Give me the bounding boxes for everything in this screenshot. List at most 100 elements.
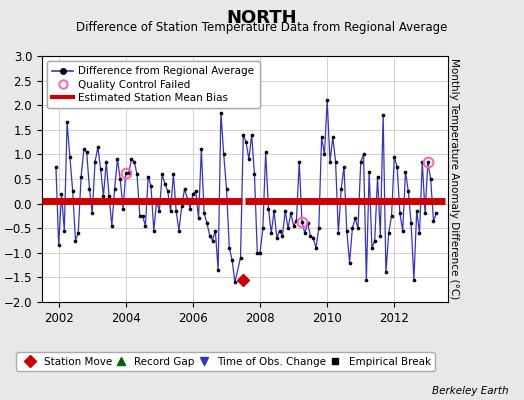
- Point: [147, 183, 155, 190]
- Point: [77, 173, 85, 180]
- Point: [298, 219, 306, 226]
- Point: [225, 245, 234, 251]
- Point: [66, 154, 74, 160]
- Point: [119, 205, 127, 212]
- Point: [236, 254, 245, 261]
- Point: [211, 228, 220, 234]
- Point: [205, 232, 214, 239]
- Point: [373, 173, 381, 180]
- Point: [289, 222, 298, 229]
- Point: [287, 210, 295, 217]
- Point: [365, 168, 373, 175]
- Point: [71, 237, 80, 244]
- Point: [340, 164, 348, 170]
- Point: [348, 225, 356, 231]
- Point: [393, 164, 401, 170]
- Point: [390, 154, 399, 160]
- Point: [85, 186, 94, 192]
- Point: [272, 235, 281, 241]
- Point: [228, 257, 236, 263]
- Point: [189, 190, 197, 197]
- Point: [144, 173, 152, 180]
- Point: [245, 156, 253, 162]
- Point: [99, 193, 107, 200]
- Point: [155, 208, 163, 214]
- Point: [167, 208, 175, 214]
- Point: [320, 151, 329, 158]
- Point: [401, 168, 410, 175]
- Point: [306, 232, 314, 239]
- Point: [136, 213, 144, 219]
- Point: [127, 156, 136, 162]
- Point: [149, 228, 158, 234]
- Point: [200, 210, 209, 217]
- Point: [368, 245, 376, 251]
- Point: [138, 213, 147, 219]
- Point: [130, 158, 138, 165]
- Point: [421, 210, 429, 217]
- Point: [102, 158, 111, 165]
- Point: [278, 232, 287, 239]
- Point: [264, 205, 272, 212]
- Point: [385, 230, 393, 236]
- Point: [284, 225, 292, 231]
- Point: [250, 171, 259, 177]
- Point: [416, 230, 424, 236]
- Point: [259, 225, 267, 231]
- Point: [96, 166, 105, 172]
- Text: Berkeley Earth: Berkeley Earth: [432, 386, 508, 396]
- Point: [412, 208, 421, 214]
- Point: [116, 176, 124, 182]
- Point: [253, 250, 261, 256]
- Point: [169, 171, 178, 177]
- Point: [267, 230, 276, 236]
- Point: [301, 230, 309, 236]
- Text: Difference of Station Temperature Data from Regional Average: Difference of Station Temperature Data f…: [77, 21, 447, 34]
- Point: [323, 97, 331, 104]
- Point: [133, 171, 141, 177]
- Point: [186, 205, 194, 212]
- Legend: Difference from Regional Average, Quality Control Failed, Estimated Station Mean: Difference from Regional Average, Qualit…: [47, 61, 259, 108]
- Point: [222, 186, 231, 192]
- Point: [175, 228, 183, 234]
- Point: [242, 139, 250, 145]
- Point: [183, 196, 192, 202]
- Point: [261, 149, 270, 155]
- Point: [54, 242, 63, 249]
- Point: [387, 213, 396, 219]
- Point: [424, 158, 432, 165]
- Point: [256, 250, 264, 256]
- Point: [334, 230, 343, 236]
- Point: [113, 156, 122, 162]
- Point: [410, 277, 418, 283]
- Point: [122, 170, 130, 176]
- Point: [161, 181, 169, 187]
- Y-axis label: Monthly Temperature Anomaly Difference (°C): Monthly Temperature Anomaly Difference (…: [449, 58, 459, 300]
- Point: [359, 151, 368, 158]
- Point: [429, 218, 438, 224]
- Point: [74, 230, 82, 236]
- Point: [427, 176, 435, 182]
- Point: [354, 225, 362, 231]
- Point: [318, 134, 326, 140]
- Point: [214, 267, 222, 273]
- Point: [88, 210, 96, 217]
- Point: [407, 220, 416, 226]
- Point: [158, 171, 166, 177]
- Point: [404, 188, 412, 194]
- Point: [124, 170, 133, 176]
- Point: [303, 220, 312, 226]
- Point: [217, 109, 225, 116]
- Point: [172, 208, 180, 214]
- Point: [209, 237, 217, 244]
- Point: [105, 193, 113, 200]
- Point: [292, 218, 301, 224]
- Point: [270, 208, 278, 214]
- Point: [399, 228, 407, 234]
- Point: [382, 269, 390, 276]
- Point: [309, 235, 318, 241]
- Point: [107, 222, 116, 229]
- Point: [52, 164, 60, 170]
- Point: [337, 186, 345, 192]
- Point: [178, 203, 186, 209]
